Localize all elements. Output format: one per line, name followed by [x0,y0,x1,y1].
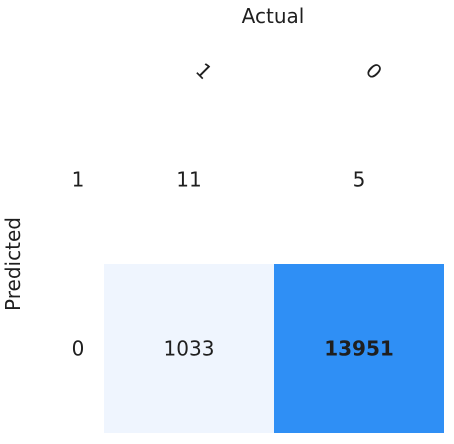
x-tick-label-0: 0 [361,58,387,84]
y-tick-labels: 10 [72,168,85,361]
y-tick-label-1: 1 [72,168,85,192]
heatmap-cell-0-1 [104,264,274,433]
heatmap-value-0-0: 13951 [324,337,394,361]
y-tick-label-0: 0 [72,337,85,361]
heatmap-cell-0-0 [274,264,444,433]
heatmap-cell-1-0 [274,95,444,264]
y-axis-label: Predicted [1,217,25,311]
heatmap-cell-1-1 [104,95,274,264]
heatmap-value-1-1: 11 [176,168,201,192]
heatmap-cells: 11 5 1033 13951 [104,95,444,433]
heatmap-value-0-1: 1033 [164,337,215,361]
x-tick-label-1: 1 [191,58,217,84]
heatmap-value-1-0: 5 [353,168,366,192]
x-axis-label: Actual [242,4,305,28]
